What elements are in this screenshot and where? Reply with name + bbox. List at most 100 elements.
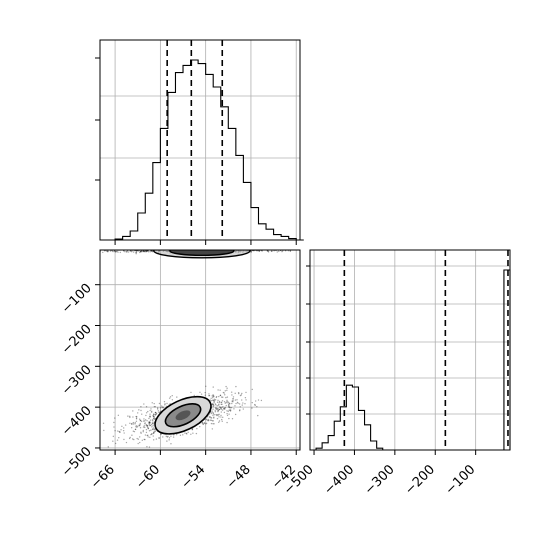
scatter-point xyxy=(276,251,278,253)
scatter-point xyxy=(154,412,157,414)
scatter-point xyxy=(168,437,171,439)
scatter-point xyxy=(154,430,157,432)
scatter-point xyxy=(205,418,208,420)
scatter-point xyxy=(69,249,70,250)
scatter-point xyxy=(223,408,225,410)
x-tick-label: −60 xyxy=(133,462,163,492)
scatter-point xyxy=(207,419,210,422)
scatter-point xyxy=(153,418,155,420)
scatter-point xyxy=(106,250,108,253)
scatter-point xyxy=(125,441,128,444)
scatter-point xyxy=(183,248,184,249)
scatter-point xyxy=(36,249,37,250)
scatter-point xyxy=(223,407,225,410)
scatter-point xyxy=(148,422,150,425)
scatter-point xyxy=(139,250,142,253)
scatter-point xyxy=(108,248,109,249)
scatter-point xyxy=(158,411,160,414)
scatter-point xyxy=(226,414,229,417)
scatter-point xyxy=(142,429,144,432)
scatter-point xyxy=(203,422,205,424)
scatter-point xyxy=(257,414,259,417)
scatter-point xyxy=(154,411,157,414)
scatter-point xyxy=(79,250,80,251)
scatter-point xyxy=(149,424,151,427)
scatter-point xyxy=(143,403,145,405)
scatter-point xyxy=(129,415,131,418)
scatter-point xyxy=(143,250,145,253)
y-tick-label: −300 xyxy=(59,363,95,399)
scatter-point xyxy=(155,438,158,440)
scatter-point xyxy=(234,413,237,416)
scatter-point xyxy=(225,385,227,388)
scatter-point xyxy=(205,385,207,387)
scatter-point xyxy=(139,423,141,426)
scatter-point xyxy=(151,250,153,253)
scatter-point xyxy=(217,410,219,412)
scatter-point xyxy=(102,251,104,254)
scatter-point xyxy=(208,393,210,395)
scatter-panel: −66 −60 −54 −48 −42−100−200−300−400−500 xyxy=(36,247,301,492)
scatter-point xyxy=(204,247,205,248)
scatter-point xyxy=(117,430,119,432)
scatter-point xyxy=(196,427,198,430)
scatter-point xyxy=(164,248,165,249)
scatter-point xyxy=(267,250,269,252)
scatter-points xyxy=(36,247,292,448)
scatter-point xyxy=(244,396,247,399)
scatter-point xyxy=(149,416,151,418)
scatter-point xyxy=(222,391,225,394)
scatter-point xyxy=(193,394,195,397)
scatter-point xyxy=(176,433,178,436)
scatter-point xyxy=(214,409,216,411)
scatter-point xyxy=(200,248,201,249)
scatter-point xyxy=(143,425,145,427)
scatter-point xyxy=(153,431,155,433)
scatter-point xyxy=(106,248,107,249)
scatter-point xyxy=(128,437,131,440)
scatter-point xyxy=(142,250,144,252)
scatter-point xyxy=(212,394,215,397)
scatter-point xyxy=(149,415,151,417)
scatter-point xyxy=(234,405,236,407)
scatter-point xyxy=(150,423,153,426)
scatter-point xyxy=(239,406,241,408)
scatter-point xyxy=(169,248,170,249)
scatter-point xyxy=(149,416,151,418)
panel-frame xyxy=(99,39,301,241)
scatter-point xyxy=(185,432,188,435)
scatter-point xyxy=(226,389,228,391)
scatter-point xyxy=(239,409,241,411)
scatter-point xyxy=(126,250,129,252)
scatter-point xyxy=(218,403,220,405)
scatter-point xyxy=(231,400,233,402)
scatter-point xyxy=(228,403,230,406)
scatter-point xyxy=(152,439,155,441)
scatter-point xyxy=(89,251,90,252)
scatter-point xyxy=(208,416,211,418)
scatter-point xyxy=(139,436,141,438)
scatter-point xyxy=(138,424,141,427)
scatter-point xyxy=(216,404,218,407)
scatter-point xyxy=(162,248,163,249)
scatter-point xyxy=(228,406,230,409)
scatter-point xyxy=(209,419,212,421)
scatter-point xyxy=(228,417,230,420)
scatter-point xyxy=(152,432,155,434)
scatter-point xyxy=(157,248,158,249)
scatter-point xyxy=(221,406,223,409)
scatter-point xyxy=(150,408,152,410)
scatter-point xyxy=(137,425,139,427)
scatter-point xyxy=(220,407,222,409)
scatter-point xyxy=(206,419,208,421)
scatter-point xyxy=(192,432,194,434)
scatter-point xyxy=(121,425,123,428)
scatter-point xyxy=(135,251,138,254)
scatter-point xyxy=(217,414,220,416)
scatter-point xyxy=(168,397,171,399)
scatter-point xyxy=(139,420,141,422)
scatter-point xyxy=(39,249,40,250)
scatter-point xyxy=(217,389,219,391)
scatter-point xyxy=(215,406,217,409)
scatter-point xyxy=(152,435,154,437)
